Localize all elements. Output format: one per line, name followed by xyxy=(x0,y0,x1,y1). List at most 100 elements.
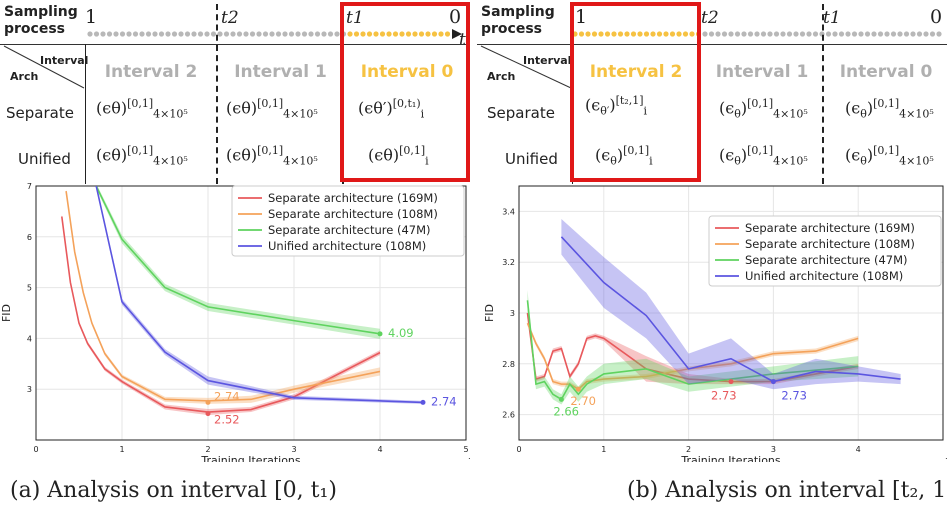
timeline-dot xyxy=(444,31,451,37)
timeline-dot xyxy=(334,31,340,37)
timeline-arrowhead xyxy=(452,29,462,39)
annotation-label: 2.52 xyxy=(214,413,240,427)
sampling-process-label: Sampling process xyxy=(481,4,555,37)
timeline-dot xyxy=(191,31,197,37)
timeline-t2-label: t2 xyxy=(221,8,239,28)
annotation-marker xyxy=(558,396,564,402)
timeline-dot xyxy=(106,31,113,37)
annotation-marker xyxy=(377,331,383,337)
timeline-dot xyxy=(379,31,386,37)
x-scale-note: 1e5 xyxy=(468,457,470,462)
cell-unified-interval0: (ϵθ)[0,1]i xyxy=(368,144,429,168)
series-line xyxy=(526,322,859,391)
timeline-dot xyxy=(93,31,100,37)
series-line xyxy=(65,190,381,402)
caption-a: (a) Analysis on interval [0, t₁) xyxy=(10,478,337,503)
timeline-dot xyxy=(405,31,412,37)
timeline-dot xyxy=(132,31,139,37)
corner-diagonal xyxy=(3,45,85,89)
timeline-dot xyxy=(793,31,799,37)
row-label-separate: Separate xyxy=(487,104,555,122)
legend: Separate architecture (169M) Separate arc… xyxy=(708,215,942,287)
timeline-dot xyxy=(321,31,327,37)
timeline-dot xyxy=(812,31,819,37)
timeline-dot xyxy=(425,31,431,37)
arch-header-label: Arch xyxy=(10,70,39,83)
legend-entry: Separate architecture (169M) xyxy=(745,221,915,235)
x-tick-label: 0 xyxy=(516,445,521,454)
x-scale-note: 1e5 xyxy=(945,457,947,462)
timeline-dot xyxy=(431,31,438,37)
timeline-dot xyxy=(288,31,295,37)
timeline-dot xyxy=(643,31,650,37)
legend-entry: Separate architecture (47M) xyxy=(745,253,908,267)
corner-diagonal xyxy=(480,45,572,89)
timeline-dot xyxy=(598,31,604,37)
t1-divider xyxy=(822,4,824,184)
timeline-end-number: 0 xyxy=(930,6,943,28)
timeline-dot xyxy=(617,31,624,37)
annotation-label: 4.09 xyxy=(388,326,414,340)
x-tick-label: 2 xyxy=(205,445,210,454)
cell-separate-interval2: (ϵθ)[0,1]4×10⁵ xyxy=(96,97,188,121)
timeline-dot xyxy=(702,31,708,37)
annotation-marker xyxy=(728,379,734,385)
timeline-dot xyxy=(217,31,223,37)
legend-entry: Separate architecture (47M) xyxy=(268,223,431,237)
row-label-unified: Unified xyxy=(505,150,558,168)
timeline-start-number: 1 xyxy=(85,6,98,28)
timeline-dot xyxy=(184,31,191,37)
timeline-dot xyxy=(418,31,425,37)
cell-separate-interval2: (ϵθ′)[t₂,1]i xyxy=(585,94,648,118)
y-axis-label: FID xyxy=(0,304,13,322)
timeline-dot xyxy=(851,31,858,37)
y-tick-label: 3 xyxy=(27,385,32,394)
timeline-t1-label: t1 xyxy=(346,8,364,28)
legend-box xyxy=(708,215,942,287)
timeline-dot xyxy=(604,31,611,37)
x-axis-label: Training Iterations xyxy=(200,454,301,462)
timeline-dot xyxy=(171,31,178,37)
panel-a: Sampling process 1 t2 t1 0 t Interval Ar… xyxy=(0,0,470,516)
timeline-dot xyxy=(741,31,747,37)
series-line xyxy=(61,216,381,413)
timeline-dot xyxy=(845,31,851,37)
timeline-t-axis-label: t xyxy=(459,30,466,50)
interval-1-header: Interval 1 xyxy=(715,62,809,82)
interval-header-label: Interval xyxy=(523,54,572,67)
timeline-dot xyxy=(591,31,598,37)
header-rule xyxy=(477,44,947,45)
timeline-dot xyxy=(650,31,656,37)
timeline-dot xyxy=(373,31,379,37)
timeline-dot xyxy=(236,31,243,37)
cell-unified-interval0: (ϵθ)[0,1]4×10⁵ xyxy=(845,144,934,168)
timeline-dot xyxy=(897,31,903,37)
x-tick-label: 0 xyxy=(33,445,38,454)
annotation-label: 2.73 xyxy=(711,389,737,403)
timeline-dot xyxy=(936,31,942,37)
row-label-divider xyxy=(85,44,86,184)
plot-area xyxy=(61,186,424,416)
timeline-dot xyxy=(262,31,269,37)
timeline-dot xyxy=(864,31,871,37)
timeline-dot xyxy=(903,31,910,37)
annotation-label: 2.74 xyxy=(214,389,240,403)
y-tick-label: 3.4 xyxy=(502,207,515,216)
timeline-dot xyxy=(327,31,334,37)
timeline-dot xyxy=(806,31,812,37)
cell-unified-interval1: (ϵθ)[0,1]4×10⁵ xyxy=(719,144,808,168)
timeline-dot xyxy=(366,31,373,37)
timeline-dot xyxy=(825,31,832,37)
timeline-dot xyxy=(708,31,715,37)
timeline-dot xyxy=(656,31,663,37)
timeline-dot xyxy=(87,31,93,37)
timeline-dot xyxy=(113,31,119,37)
cell-separate-interval0: (ϵθ′)[0,t₁)i xyxy=(358,97,425,121)
timeline-dot xyxy=(165,31,171,37)
row-label-separate: Separate xyxy=(6,104,74,122)
annotation-label: 2.66 xyxy=(553,404,579,418)
annotation-label: 2.74 xyxy=(431,394,457,408)
y-tick-label: 3 xyxy=(510,309,515,318)
timeline-dot xyxy=(663,31,669,37)
timeline-dot xyxy=(347,31,353,37)
